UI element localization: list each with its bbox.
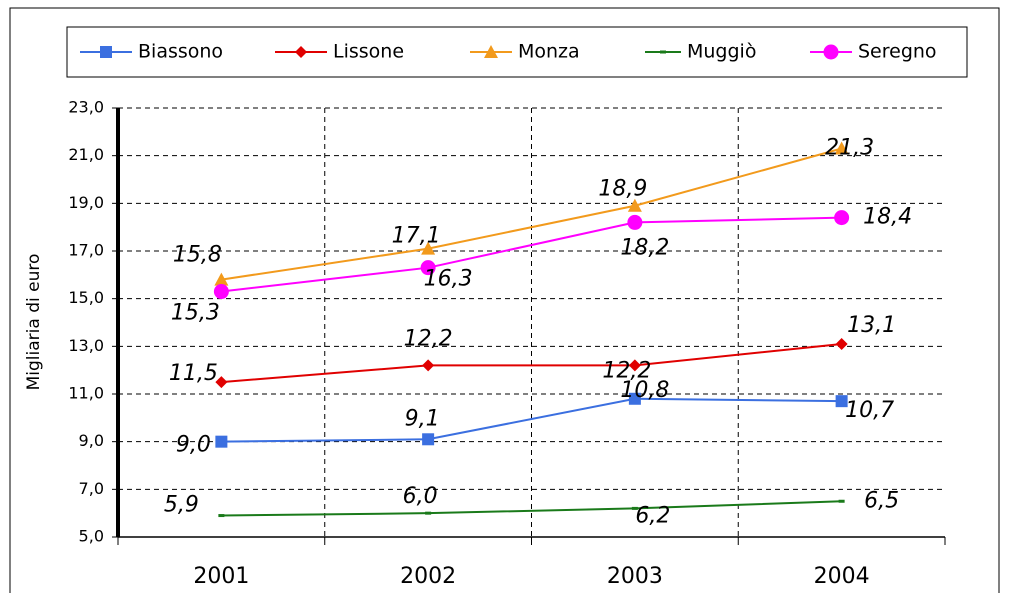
legend-label: Lissone — [333, 41, 404, 63]
data-point — [834, 210, 850, 226]
y-tick-label: 7,0 — [79, 479, 104, 498]
chart-frame — [9, 7, 1000, 593]
data-point — [422, 359, 435, 372]
data-label: 18,2 — [620, 235, 669, 260]
data-point — [838, 499, 845, 503]
data-point — [627, 214, 643, 230]
y-tick-label: 17,0 — [68, 241, 104, 260]
data-label: 6,2 — [635, 503, 670, 528]
legend-label: Biassono — [138, 41, 223, 63]
data-label: 18,4 — [863, 205, 912, 230]
data-label: 9,0 — [176, 433, 211, 458]
series-line — [221, 147, 842, 281]
legend-marker — [823, 44, 839, 60]
data-label: 21,3 — [825, 136, 874, 161]
data-point — [425, 511, 432, 515]
data-label: 16,3 — [424, 267, 473, 292]
data-point — [421, 241, 436, 255]
legend-label: Seregno — [858, 41, 937, 63]
y-tick-label: 13,0 — [68, 336, 104, 355]
data-point — [215, 435, 228, 448]
data-label: 18,9 — [598, 177, 647, 202]
data-point — [835, 337, 848, 350]
data-point — [628, 359, 641, 372]
series-line — [221, 397, 842, 443]
y-tick-label: 11,0 — [68, 384, 104, 403]
y-tick-label: 23,0 — [68, 98, 104, 117]
y-tick-label: 5,0 — [79, 527, 104, 546]
data-point — [213, 284, 229, 300]
y-axis-label: Migliaria di euro — [24, 254, 44, 391]
data-label: 11,5 — [169, 361, 218, 386]
data-point — [628, 392, 641, 405]
data-label: 12,2 — [404, 326, 453, 351]
y-tick-label: 21,0 — [68, 145, 104, 164]
series-line — [221, 216, 842, 293]
data-point — [631, 506, 638, 510]
x-tick-label: 2003 — [607, 564, 663, 589]
data-label: 12,2 — [602, 358, 651, 383]
data-point — [422, 433, 435, 446]
legend-label: Monza — [518, 41, 580, 63]
y-tick-label: 9,0 — [79, 431, 104, 450]
data-label: 10,7 — [845, 398, 894, 423]
data-label: 15,8 — [173, 243, 222, 268]
legend-marker — [484, 45, 498, 58]
x-tick-label: 2004 — [814, 564, 870, 589]
legend-marker — [660, 50, 666, 54]
data-label: 15,3 — [171, 301, 220, 326]
y-tick-label: 15,0 — [68, 288, 104, 307]
series-line — [221, 500, 842, 517]
data-label: 10,8 — [620, 378, 669, 403]
x-tick-label: 2001 — [193, 564, 249, 589]
legend-marker — [295, 46, 307, 58]
data-label: 9,1 — [405, 406, 440, 431]
data-point — [214, 272, 229, 286]
legend-marker — [100, 46, 112, 58]
data-point — [215, 376, 228, 389]
data-point — [420, 260, 436, 276]
data-label: 17,1 — [392, 224, 441, 249]
data-point — [834, 141, 849, 155]
data-label: 13,1 — [847, 313, 896, 338]
series-line — [221, 342, 842, 384]
legend-label: Muggiò — [687, 41, 756, 63]
data-label: 5,9 — [164, 493, 199, 518]
y-tick-label: 19,0 — [68, 193, 104, 212]
data-label: 6,0 — [403, 484, 438, 509]
data-point — [218, 514, 225, 518]
x-tick-label: 2002 — [400, 564, 456, 589]
data-point — [627, 198, 642, 212]
data-label: 6,5 — [864, 488, 899, 513]
data-point — [835, 395, 848, 408]
